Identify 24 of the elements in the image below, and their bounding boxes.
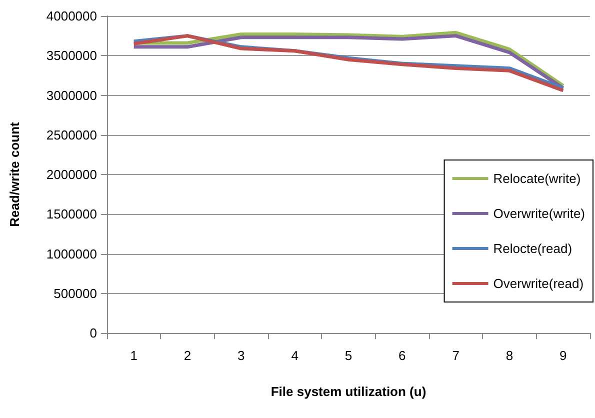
x-tick-label: 4 bbox=[291, 348, 298, 363]
x-tick-label: 9 bbox=[560, 348, 567, 363]
x-tick-label: 3 bbox=[238, 348, 245, 363]
y-tick-label: 2000000 bbox=[46, 167, 97, 182]
y-tick-label: 1500000 bbox=[46, 206, 97, 222]
x-tick-label: 8 bbox=[506, 348, 514, 363]
y-tick-label: 2500000 bbox=[46, 127, 97, 142]
legend-label: Overwrite(read) bbox=[493, 276, 584, 291]
y-tick-label: 3000000 bbox=[46, 88, 97, 103]
x-tick-label: 6 bbox=[398, 348, 406, 363]
y-axis-title: Read/write count bbox=[7, 121, 22, 227]
x-tick-label: 7 bbox=[452, 348, 460, 363]
y-tick-label: 1000000 bbox=[46, 246, 97, 262]
x-tick-label: 2 bbox=[184, 348, 192, 363]
y-tick-label: 0 bbox=[90, 326, 97, 340]
x-axis-title: File system utilization (u) bbox=[270, 384, 426, 399]
x-tick-label: 5 bbox=[344, 348, 352, 363]
legend-label: Overwrite(write) bbox=[493, 206, 586, 221]
y-tick-label: 4000000 bbox=[46, 8, 97, 24]
legend-label: Relocate(write) bbox=[493, 171, 581, 186]
y-tick-label: 500000 bbox=[54, 286, 97, 301]
x-tick-label: 1 bbox=[130, 348, 138, 363]
y-tick-label: 3500000 bbox=[46, 48, 97, 64]
legend-label: Relocte(read) bbox=[493, 241, 572, 256]
